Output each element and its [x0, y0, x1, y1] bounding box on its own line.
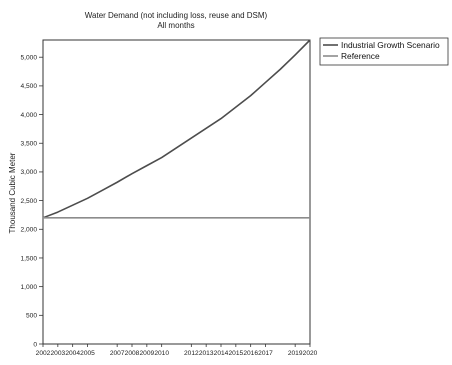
x-tick-label: 2016: [243, 350, 258, 357]
y-tick-label: 5,000: [20, 55, 37, 62]
y-tick-label: 3,000: [20, 169, 37, 176]
series-line-industrial-growth-scenario: [42, 39, 311, 219]
x-tick-label: 2013: [199, 350, 214, 357]
legend-label: Industrial Growth Scenario: [341, 40, 440, 50]
y-axis-ticks: 0 500 1,000 1,500 2,000 2,500 3,000 3,500 4,000 4…: [20, 55, 43, 348]
y-tick-label: 500: [26, 313, 37, 320]
x-axis-ticks: 2002 2003 2004 2005 2007 2008 2009 2010 2012 2013…: [36, 344, 318, 357]
chart-title: Water Demand (not including loss, reuse …: [85, 11, 268, 20]
y-tick-label: 0: [33, 341, 37, 348]
x-tick-label: 2014: [214, 350, 229, 357]
x-tick-label: 2015: [228, 350, 243, 357]
y-tick-label: 2,000: [20, 227, 37, 234]
plot-frame: [42, 39, 311, 345]
legend-box: [319, 37, 449, 66]
y-tick-label: 4,000: [20, 112, 37, 119]
x-tick-label: 2009: [139, 350, 154, 357]
plot-area: [42, 39, 311, 345]
x-tick-label: 2010: [154, 350, 169, 357]
y-tick-label: 3,500: [20, 141, 37, 148]
x-tick-label: 2005: [80, 350, 95, 357]
x-tick-label: 2017: [258, 350, 273, 357]
x-tick-label: 2019: [288, 350, 303, 357]
x-tick-label: 2007: [110, 350, 125, 357]
legend-label: Reference: [341, 51, 380, 61]
series-lines: [42, 39, 311, 219]
y-tick-label: 1,000: [20, 284, 37, 291]
x-tick-label: 2002: [36, 350, 51, 357]
x-tick-label: 2008: [125, 350, 140, 357]
x-tick-label: 2004: [65, 350, 80, 357]
x-tick-label: 2012: [184, 350, 199, 357]
y-tick-label: 4,500: [20, 83, 37, 90]
y-axis-title: Thousand Cubic Meter: [8, 152, 17, 233]
x-tick-label: 2020: [303, 350, 318, 357]
x-tick-label: 2003: [50, 350, 65, 357]
y-tick-label: 1,500: [20, 255, 37, 262]
y-tick-label: 2,500: [20, 198, 37, 205]
chart-subtitle: All months: [157, 21, 194, 30]
